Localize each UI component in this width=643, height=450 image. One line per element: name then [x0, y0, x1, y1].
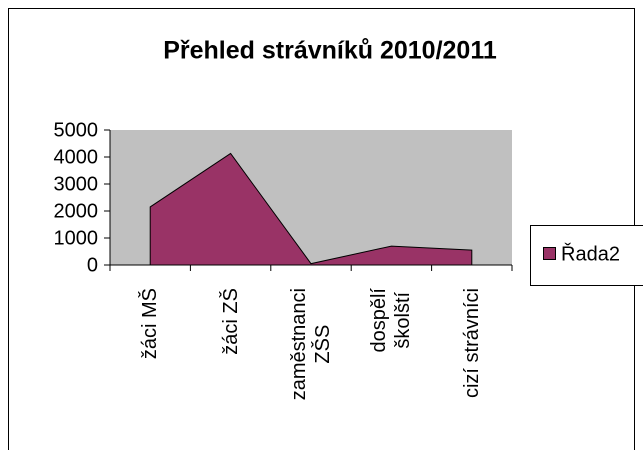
y-tick-label: 4000: [54, 146, 99, 168]
x-tick-label: žáci MŠ: [139, 288, 162, 360]
legend-swatch: [543, 247, 556, 260]
y-tick-label: 5000: [54, 119, 99, 141]
y-tick-label: 1000: [54, 227, 99, 249]
y-tick-label: 2000: [54, 200, 99, 222]
x-tick-label: dospělí školští: [368, 288, 415, 353]
y-tick-label: 3000: [54, 173, 99, 195]
x-tick-label: žáci ZŠ: [219, 288, 242, 355]
y-tick-label: 0: [87, 254, 98, 276]
chart-title: Přehled strávníků 2010/2011: [163, 37, 497, 65]
x-tick-label: cizí strávníci: [460, 288, 483, 399]
legend-label: Řada2: [561, 242, 620, 265]
x-tick-label: zaměstnanci ZŠS: [288, 288, 334, 401]
area: [149, 152, 473, 266]
